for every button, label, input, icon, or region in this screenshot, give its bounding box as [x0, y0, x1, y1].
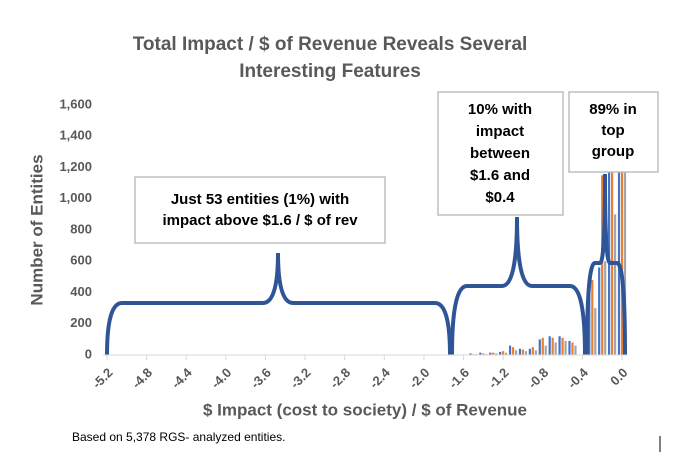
- annotation-box: [437, 91, 564, 216]
- annotation: $0.4: [485, 189, 515, 206]
- bar: [521, 349, 525, 355]
- bar: [561, 337, 564, 355]
- bar: [568, 340, 571, 355]
- bar: [544, 345, 547, 355]
- annotations: Just 53 entities (1%) with impact above $…: [162, 101, 636, 229]
- bar: [564, 340, 567, 355]
- annotation-box: [568, 91, 659, 173]
- y-tick-label: 0: [85, 346, 92, 361]
- bar: [613, 214, 617, 355]
- bar: [610, 151, 614, 355]
- bar: [594, 308, 597, 355]
- bar: [598, 267, 601, 355]
- bar: [499, 351, 502, 355]
- bar: [508, 345, 512, 355]
- x-axis-title: $ Impact (cost to society) / $ of Revenu…: [203, 400, 527, 419]
- annotation: impact: [476, 123, 524, 140]
- bar: [538, 339, 541, 355]
- x-tick-label: -4.8: [129, 365, 155, 391]
- bar: [551, 337, 554, 355]
- x-tick-label: -5.2: [89, 365, 115, 391]
- annotation: 89% in: [589, 101, 637, 118]
- y-tick-label: 1,600: [59, 96, 92, 111]
- bar: [534, 350, 537, 355]
- x-tick-label: -4.4: [168, 364, 195, 391]
- bar: [604, 261, 607, 355]
- x-tick-label: -2.4: [366, 364, 393, 391]
- y-tick-label: 800: [70, 221, 92, 236]
- bar: [469, 353, 472, 355]
- bar: [591, 280, 594, 355]
- x-tick-label: -3.6: [248, 365, 274, 391]
- bar: [528, 348, 531, 355]
- x-tick-label: 0.0: [607, 365, 630, 388]
- annotation: Just 53 entities (1%) with: [171, 191, 349, 208]
- x-tick-label: -4.0: [208, 365, 234, 391]
- bar: [554, 342, 557, 355]
- bar: [541, 337, 544, 355]
- y-tick-label: 1,000: [59, 190, 92, 205]
- range-brace: [450, 216, 587, 356]
- x-tick-label: -3.2: [287, 365, 313, 391]
- bar: [518, 348, 522, 355]
- chart-title: Interesting Features: [239, 61, 421, 82]
- bar: [505, 352, 508, 355]
- annotation: top: [601, 122, 624, 139]
- bar: [571, 342, 574, 355]
- x-tick-label: -2.8: [327, 365, 353, 391]
- bar: [623, 136, 627, 355]
- annotation: 10% with: [468, 101, 532, 118]
- bar: [489, 352, 492, 355]
- bar: [482, 353, 485, 355]
- bar: [502, 351, 505, 355]
- y-tick-label: 200: [70, 315, 92, 330]
- y-tick-label: 1,200: [59, 159, 92, 174]
- bar: [548, 336, 551, 355]
- y-tick-label: 600: [70, 253, 92, 268]
- x-tick-label: -0.4: [564, 364, 591, 391]
- annotation: $1.6 and: [470, 167, 530, 184]
- footnote: Based on 5,378 RGS- analyzed entities.: [72, 430, 285, 444]
- annotation-box: [134, 176, 386, 244]
- bar: [558, 336, 561, 355]
- annotation: between: [470, 145, 530, 162]
- bar: [495, 353, 498, 355]
- y-tick-label: 400: [70, 284, 92, 299]
- range-brace: [585, 173, 627, 356]
- bar: [479, 352, 482, 355]
- x-tick-label: -1.6: [446, 365, 472, 391]
- range-brace: [105, 252, 452, 356]
- bar: [511, 347, 515, 355]
- bar: [574, 345, 577, 355]
- chart-title: Total Impact / $ of Revenue Reveals Seve…: [133, 34, 528, 55]
- bar: [492, 352, 495, 355]
- annotation: group: [592, 143, 635, 160]
- bar: [524, 351, 528, 355]
- bar: [531, 347, 534, 355]
- annotation: impact above $1.6 / $ of rev: [162, 212, 358, 229]
- bar: [601, 175, 604, 355]
- x-tick-label: -2.0: [406, 365, 432, 391]
- y-tick-label: 1,400: [59, 128, 92, 143]
- y-axis-title: Number of Entities: [27, 154, 46, 305]
- x-tick-label: -0.8: [525, 365, 551, 391]
- x-tick-label: -1.2: [485, 365, 511, 391]
- bar: [617, 159, 621, 355]
- bar: [514, 350, 518, 355]
- bar: [620, 123, 624, 355]
